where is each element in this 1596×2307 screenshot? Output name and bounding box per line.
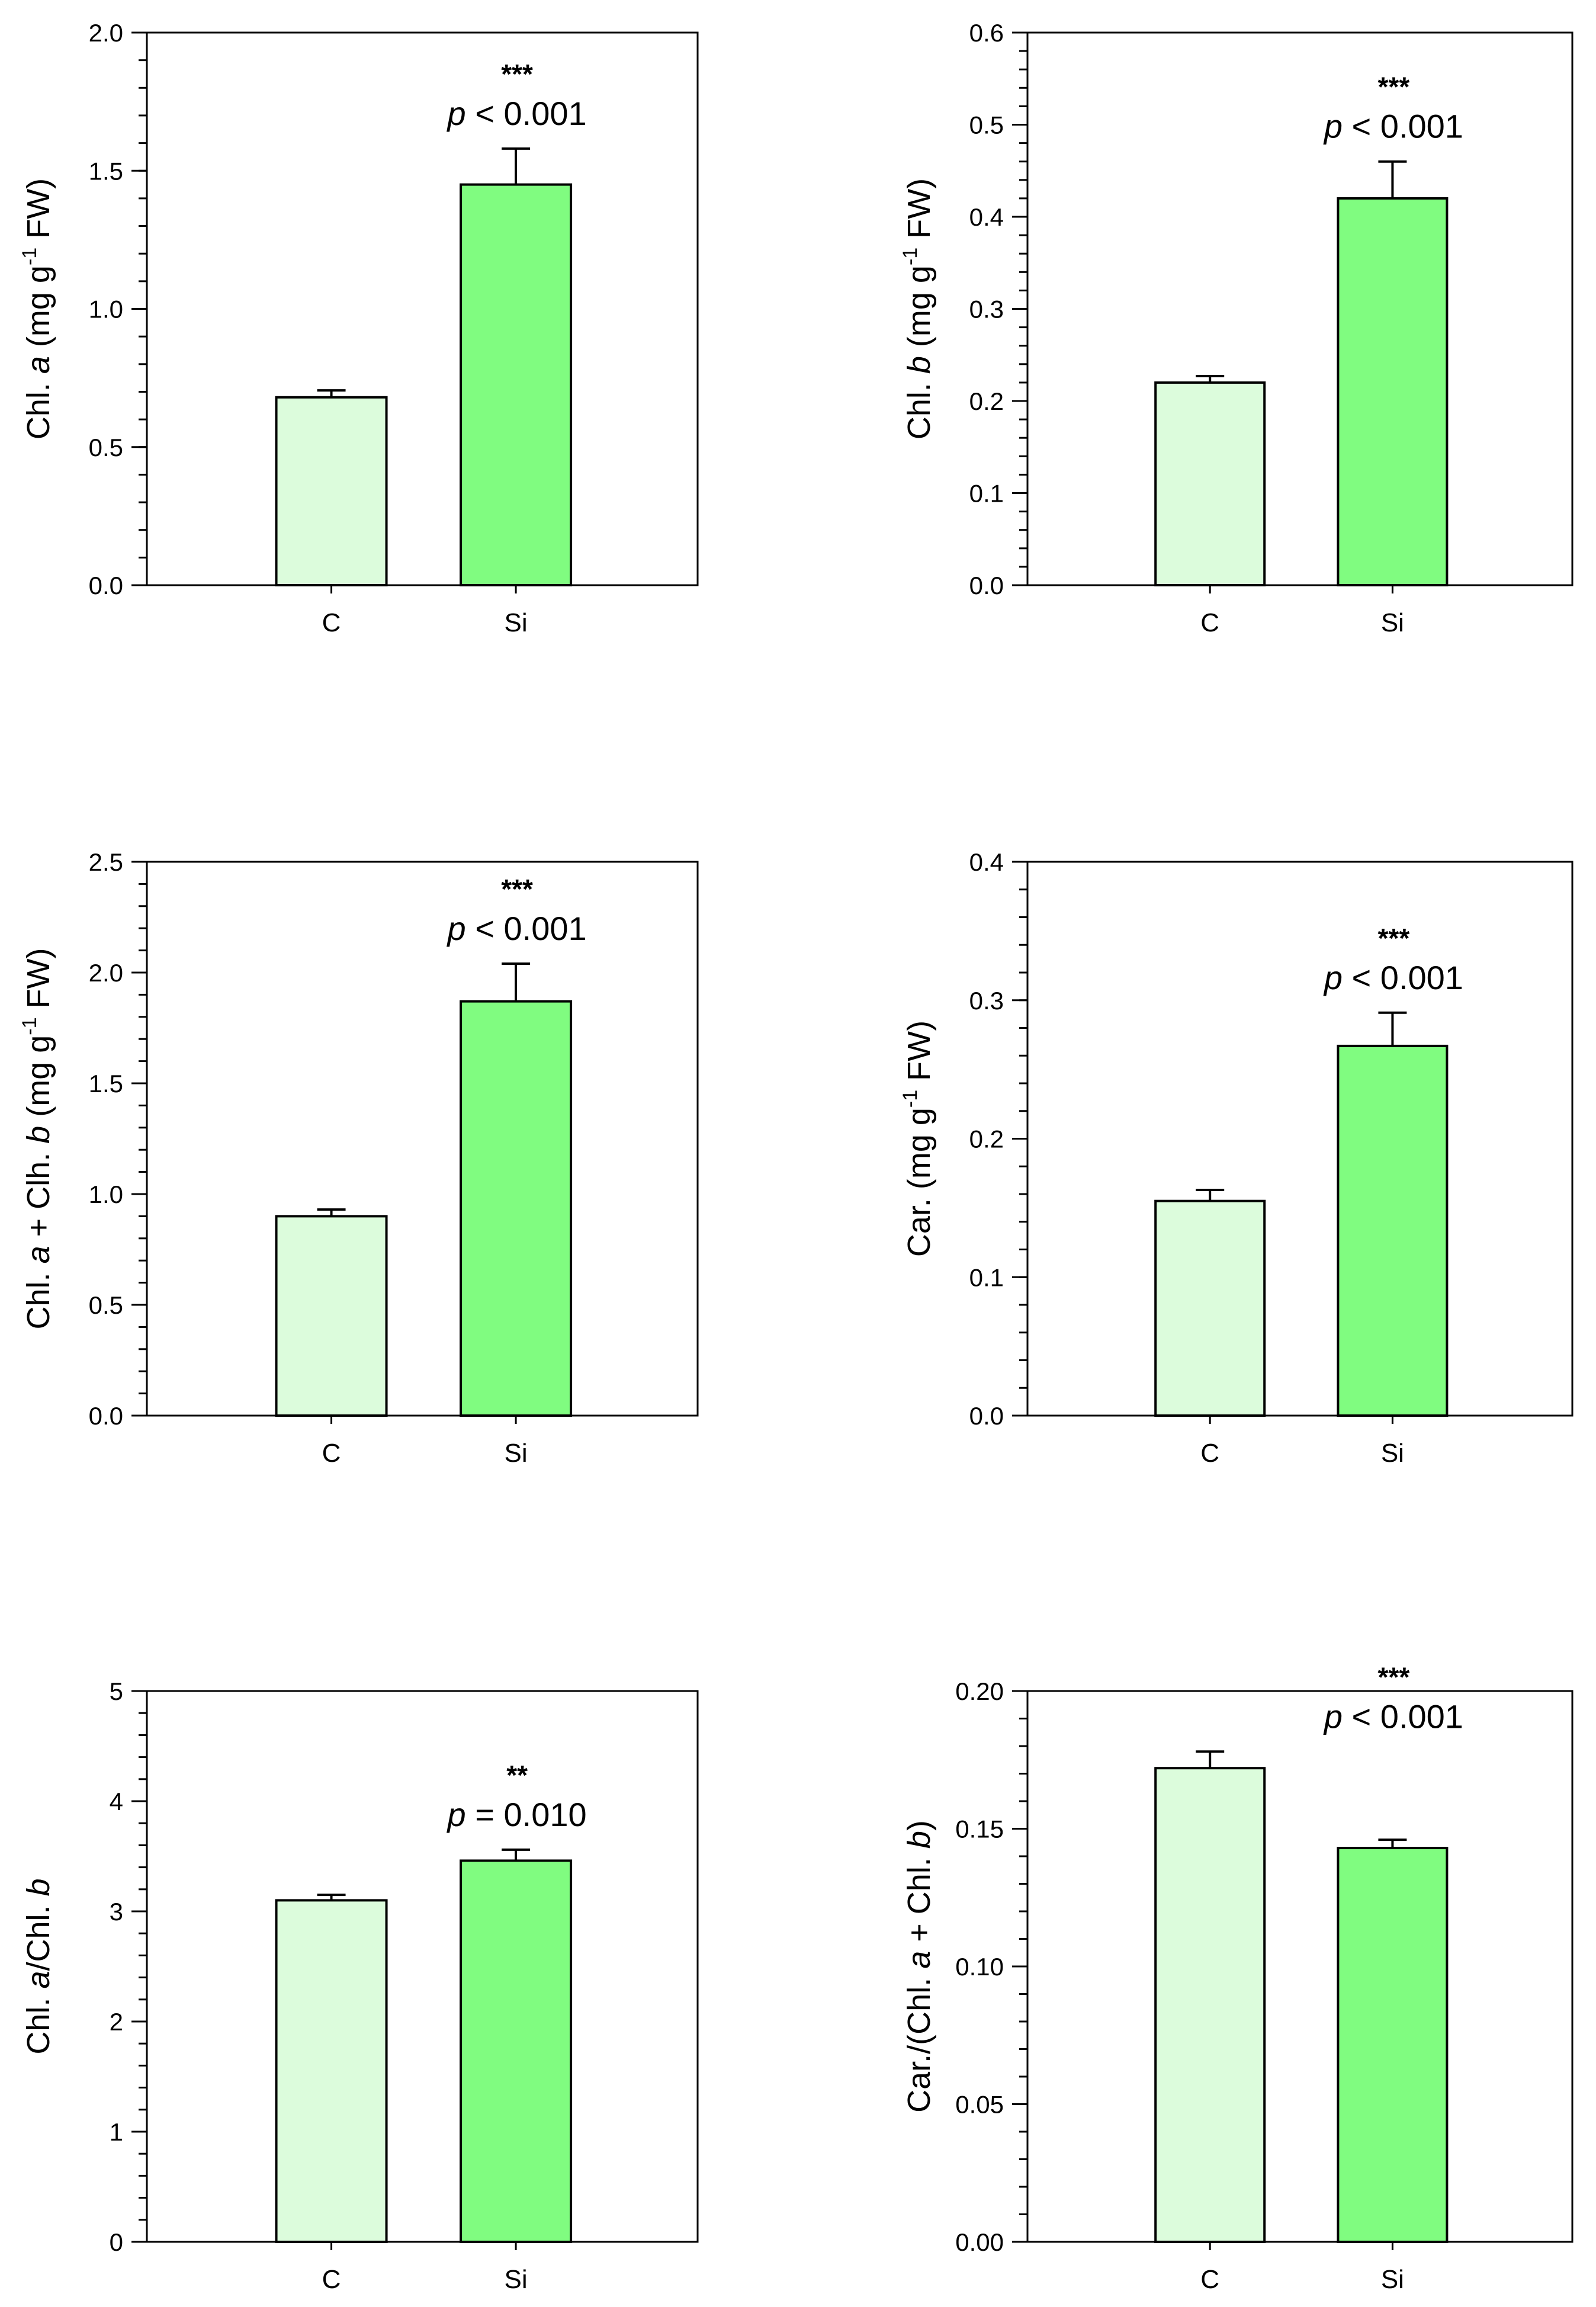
- y-tick-label: 0.3: [969, 987, 1004, 1015]
- y-tick-label: 0.5: [89, 1291, 123, 1319]
- y-tick-label: 1.0: [89, 1180, 123, 1208]
- y-tick-label: 1.5: [89, 1070, 123, 1098]
- y-tick-label: 0.15: [955, 1815, 1004, 1843]
- y-tick-label: 0.0: [89, 572, 123, 599]
- y-tick-label: 0: [110, 2228, 123, 2256]
- x-tick-label: Si: [505, 608, 528, 637]
- y-tick-label: 0.5: [969, 111, 1004, 139]
- significance-stars: ***: [1378, 1661, 1410, 1692]
- y-tick-label: 0.0: [969, 1402, 1004, 1430]
- bar-c: [275, 396, 388, 587]
- y-tick-label: 1.0: [89, 296, 123, 323]
- plot-frame: [146, 31, 699, 586]
- y-tick-label: 4: [110, 1788, 123, 1815]
- bar-si: [460, 1859, 573, 2243]
- x-tick-label: C: [322, 608, 341, 637]
- y-tick-label: 0.0: [969, 572, 1004, 599]
- panel-chl-a: C Si 0.0 0.5 1.0 1.5 2.0 Chl. a (mg g-1 FW) *** p…: [18, 19, 699, 637]
- p-value: p < 0.001: [447, 95, 587, 132]
- y-axis-label: Chl. a/Chl. b: [21, 1878, 56, 2054]
- bar-c: [1154, 1767, 1266, 2243]
- y-tick-label: 0.2: [969, 1125, 1004, 1153]
- p-value: p < 0.001: [1323, 108, 1463, 145]
- y-tick-label: 0.5: [89, 434, 123, 461]
- x-tick-label: C: [322, 2265, 341, 2294]
- y-tick-label: 0.1: [969, 1263, 1004, 1291]
- plot-frame: [1026, 31, 1573, 586]
- plot-frame: [1026, 861, 1573, 1417]
- panel-chl-total: C Si 0.0 0.5 1.0 1.5 2.0 2.5 Chl. a + Clh. b (mg…: [18, 848, 699, 1468]
- p-value: p < 0.001: [1323, 1698, 1463, 1735]
- significance-stars: ***: [1378, 923, 1410, 954]
- x-tick-label: Si: [505, 1439, 528, 1468]
- y-tick-label: 2.5: [89, 848, 123, 876]
- x-tick-label: Si: [1381, 2265, 1404, 2294]
- x-tick-label: C: [1200, 1439, 1219, 1468]
- x-tick-label: Si: [1381, 1439, 1404, 1468]
- significance-stars: **: [506, 1760, 528, 1791]
- panel-car: C Si 0.0 0.1 0.2 0.3 0.4 Car. (mg g-1 FW) *** p <…: [899, 848, 1573, 1468]
- p-value: p < 0.001: [1323, 959, 1463, 996]
- y-tick-label: 2: [110, 2008, 123, 2036]
- bar-si: [1337, 197, 1449, 586]
- y-tick-label: 1: [110, 2118, 123, 2146]
- p-value: p < 0.001: [447, 910, 587, 947]
- significance-stars: ***: [501, 59, 533, 89]
- y-tick-label: 2.0: [89, 19, 123, 47]
- y-tick-label: 2.0: [89, 959, 123, 987]
- bar-si: [1337, 1847, 1449, 2244]
- y-axis-label: Car. (mg g-1 FW): [899, 1021, 937, 1257]
- y-tick-label: 0.1: [969, 480, 1004, 508]
- significance-stars: ***: [1378, 72, 1410, 102]
- significance-stars: ***: [501, 874, 533, 904]
- x-tick-label: Si: [1381, 608, 1404, 637]
- y-tick-label: 1.5: [89, 157, 123, 185]
- plot-frame: [146, 1690, 699, 2243]
- panel-chl-ratio: C Si 0 1 2 3 4 5 Chl. a/Chl. b ** p = 0.010: [21, 1677, 699, 2294]
- y-tick-label: 0.3: [969, 296, 1004, 323]
- y-tick-label: 0.10: [955, 1953, 1004, 1981]
- p-value: p = 0.010: [447, 1796, 587, 1833]
- y-tick-label: 0.4: [969, 848, 1004, 876]
- plot-frame: [146, 861, 699, 1417]
- y-axis-label: Chl. a + Clh. b (mg g-1 FW): [18, 948, 56, 1330]
- x-tick-label: C: [1200, 2265, 1219, 2294]
- y-tick-label: 0.4: [969, 203, 1004, 231]
- plot-frame: [1026, 1690, 1573, 2243]
- bar-si: [460, 1000, 573, 1417]
- bar-c: [1154, 1199, 1266, 1417]
- bar-si: [460, 183, 573, 586]
- x-tick-label: C: [1200, 608, 1219, 637]
- panel-chl-b: C Si 0.0 0.1 0.2 0.3 0.4 0.5 0.6 Chl. b (mg g-1 F…: [899, 19, 1573, 637]
- y-axis-label: Chl. a (mg g-1 FW): [18, 178, 56, 439]
- bar-si: [1337, 1044, 1449, 1417]
- y-axis-label: Chl. b (mg g-1 FW): [899, 178, 937, 439]
- y-tick-label: 0.6: [969, 19, 1004, 47]
- y-tick-label: 0.00: [955, 2228, 1004, 2256]
- y-tick-label: 0.2: [969, 387, 1004, 415]
- y-tick-label: 0.20: [955, 1677, 1004, 1705]
- x-tick-label: C: [322, 1439, 341, 1468]
- y-tick-label: 3: [110, 1898, 123, 1926]
- panel-car-ratio: C Si 0.00 0.05 0.10 0.15 0.20 Car./(Chl. a + Ch…: [901, 1661, 1573, 2294]
- bar-c: [1154, 381, 1266, 587]
- y-tick-label: 0.0: [89, 1402, 123, 1430]
- bar-c: [275, 1215, 388, 1417]
- y-tick-label: 0.05: [955, 2091, 1004, 2119]
- bar-c: [275, 1899, 388, 2243]
- y-tick-label: 5: [110, 1677, 123, 1705]
- y-axis-label: Car./(Chl. a + Chl. b): [901, 1820, 937, 2113]
- x-tick-label: Si: [505, 2265, 528, 2294]
